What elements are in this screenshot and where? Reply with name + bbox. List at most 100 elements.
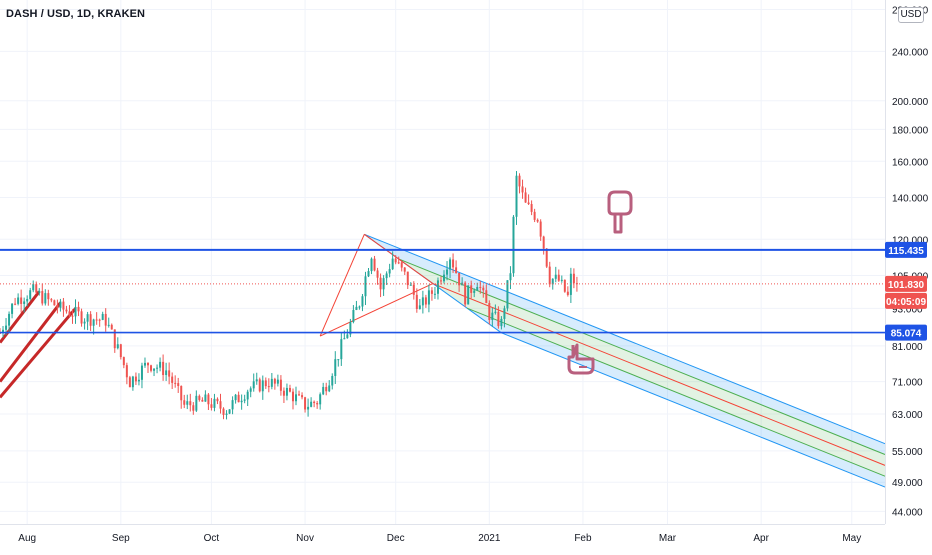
y-tick-label: 81.000	[892, 342, 923, 353]
candle-body	[563, 279, 566, 292]
candle-body	[512, 216, 515, 274]
candle-body	[524, 192, 527, 203]
candle-body	[397, 262, 400, 264]
candle-body	[509, 273, 512, 281]
candle-body	[113, 329, 116, 349]
hand-shape	[567, 343, 595, 375]
currency-button[interactable]: USD	[898, 7, 924, 23]
y-tick-label: 44.000	[892, 507, 923, 518]
hand-annotations[interactable]	[567, 190, 633, 375]
candle-body	[557, 274, 560, 281]
candle-body	[542, 236, 545, 249]
candle-body	[180, 385, 183, 401]
trendlines[interactable]	[0, 290, 77, 399]
candle-body	[295, 394, 298, 402]
candle-body	[264, 380, 267, 387]
candle-body	[143, 362, 146, 366]
candle-body	[101, 313, 104, 320]
candle-body	[198, 395, 201, 400]
candle-body	[572, 273, 575, 284]
candle-body	[319, 394, 322, 405]
candle-body	[364, 276, 367, 297]
candle-body	[104, 313, 107, 326]
pitchfork-outer-fill-top	[364, 234, 885, 455]
candle-body	[409, 284, 412, 286]
candle-body	[44, 293, 47, 304]
candle-body	[162, 361, 165, 376]
y-tick-label: 49.000	[892, 478, 923, 489]
candle-body	[177, 383, 180, 386]
candle-body	[301, 395, 304, 398]
candle-body	[316, 403, 319, 405]
horizontal-levels[interactable]	[0, 248, 885, 334]
candle-body	[452, 259, 455, 268]
candle-body	[47, 293, 50, 300]
candlestick-series	[0, 171, 578, 420]
time-axis-bg	[0, 524, 932, 550]
y-tick-label: 63.000	[892, 410, 923, 421]
price-axis[interactable]: 280.000240.000200.000180.000160.000140.0…	[885, 0, 932, 550]
candle-body	[267, 386, 270, 388]
candle-body	[5, 325, 8, 330]
candle-body	[560, 279, 563, 281]
candle-body	[322, 386, 325, 395]
candle-body	[71, 315, 74, 317]
candle-body	[551, 278, 554, 285]
price-badges: 115.435 101.830 04:05:09 85.074	[885, 241, 927, 341]
y-tick-label: 240.000	[892, 47, 929, 58]
candle-body	[231, 400, 234, 410]
candle-body	[147, 362, 150, 366]
candle-body	[382, 278, 385, 290]
candle-body	[485, 290, 488, 304]
candle-body	[137, 379, 140, 382]
candle-body	[213, 398, 216, 408]
candle-body	[464, 282, 467, 305]
candle-body	[95, 319, 98, 321]
candle-body	[273, 378, 276, 384]
candle-body	[334, 359, 337, 376]
candle-body	[349, 322, 352, 335]
candle-body	[361, 296, 364, 307]
candle-body	[298, 394, 301, 396]
time-axis[interactable]: Aug Sep Oct Nov Dec 2021 Feb Mar Apr May	[0, 524, 932, 550]
candle-body	[539, 221, 542, 237]
candle-body	[394, 258, 397, 263]
x-tick-label: 2021	[478, 533, 501, 544]
candle-body	[255, 379, 258, 382]
candle-body	[119, 344, 122, 358]
pitchfork-median-line	[432, 283, 886, 466]
candle-body	[346, 334, 349, 339]
candle-body	[331, 375, 334, 386]
candle-body	[38, 291, 41, 293]
candle-body	[406, 271, 409, 286]
candle-body	[23, 301, 26, 304]
candle-body	[186, 401, 189, 405]
candle-body	[310, 401, 313, 407]
candle-body	[503, 308, 506, 319]
candle-body	[328, 385, 331, 392]
candle-body	[482, 287, 485, 291]
candle-body	[29, 290, 32, 299]
candle-body	[400, 262, 403, 268]
candle-body	[53, 300, 56, 306]
pitchfork-lower-line	[501, 332, 886, 488]
candle-body	[527, 202, 530, 205]
candle-body	[125, 365, 128, 378]
candle-body	[352, 309, 355, 323]
candle-body	[376, 270, 379, 278]
candle-body	[159, 361, 162, 368]
candle-body	[195, 395, 198, 411]
x-tick-label: Feb	[574, 533, 592, 544]
candle-body	[165, 370, 168, 376]
candle-body	[491, 312, 494, 320]
grid-lines	[0, 0, 885, 524]
candle-body	[258, 379, 261, 392]
candle-body	[421, 297, 424, 306]
candle-body	[304, 397, 307, 410]
y-tick-label: 120.000	[892, 235, 929, 246]
candle-body	[439, 280, 442, 282]
candle-body	[171, 376, 174, 383]
candle-body	[533, 211, 536, 220]
